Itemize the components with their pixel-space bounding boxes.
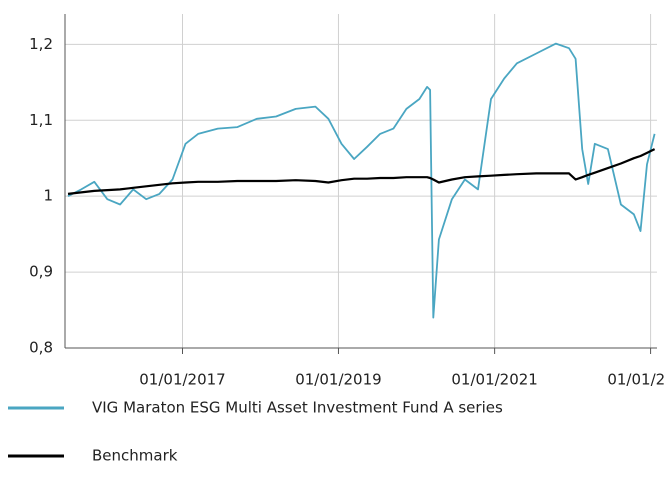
legend-label: VIG Maraton ESG Multi Asset Investment F… [92,399,503,417]
x-tick-label: 01/01/2021 [451,371,537,389]
y-tick-label: 1,2 [29,35,53,53]
y-tick-label: 0,9 [29,263,53,281]
x-tick-label: 01/01/2023 [607,371,666,389]
x-tick-label: 01/01/2017 [139,371,225,389]
y-tick-label: 0,8 [29,339,53,357]
data-line [67,42,656,319]
legend-label: Benchmark [92,447,178,465]
data-line [67,148,656,195]
y-tick-label: 1 [43,187,53,205]
x-tick-label: 01/01/2019 [295,371,381,389]
y-tick-label: 1,1 [29,111,53,129]
